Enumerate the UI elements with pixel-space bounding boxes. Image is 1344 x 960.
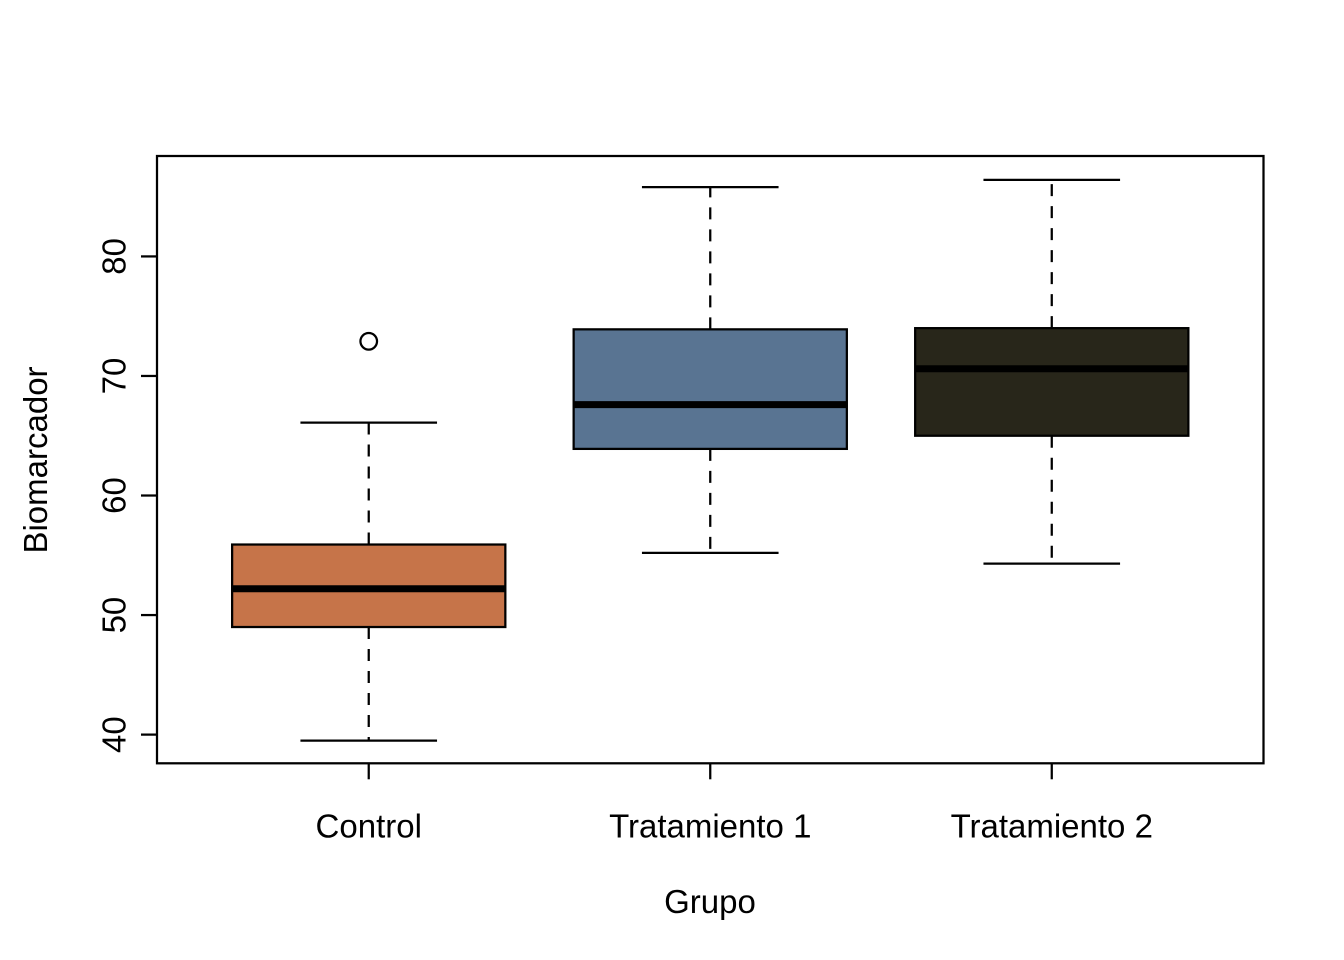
y-tick-label: 50 (96, 597, 133, 634)
outlier-point (359, 331, 379, 351)
x-tick-label: Control (316, 808, 422, 845)
iqr-box (572, 328, 848, 451)
x-tick-label: Tratamiento 2 (951, 808, 1153, 845)
x-tick-label: Tratamiento 1 (609, 808, 811, 845)
iqr-box (914, 327, 1190, 437)
y-tick-label: 80 (96, 238, 133, 275)
y-axis-title: Biomarcador (17, 366, 54, 554)
y-tick-label: 70 (96, 358, 133, 395)
y-tick-label: 60 (96, 477, 133, 514)
y-tick-label: 40 (96, 716, 133, 753)
x-axis-title: Grupo (664, 883, 756, 920)
